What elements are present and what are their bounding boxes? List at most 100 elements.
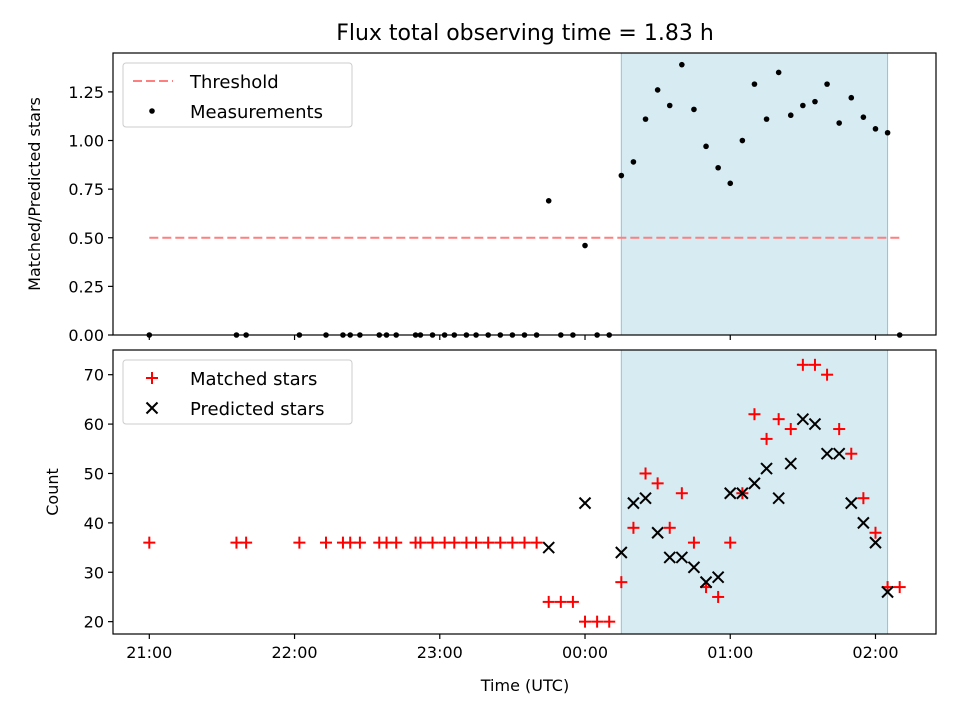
x-tick-label: 21:00	[126, 643, 172, 662]
matched-stars-point	[293, 536, 306, 549]
measurement-point	[775, 69, 782, 76]
predicted-stars-point	[711, 570, 725, 584]
matched-stars-point	[821, 368, 834, 381]
matched-stars-point	[663, 521, 676, 534]
matched-stars-point	[320, 536, 333, 549]
count-panel: 20 30 40 50 60 70 21:00 22:00 23:00 00:00 01:00 02:…	[84, 349, 937, 662]
x-tick-label: 02:00	[852, 643, 898, 662]
matched-stars-point	[414, 536, 427, 549]
measurement-point	[630, 159, 637, 165]
predicted-stars-point	[784, 457, 797, 470]
x-tick-label: 00:00	[562, 643, 608, 662]
measurement-point	[715, 164, 721, 171]
matched-stars-point	[857, 492, 870, 505]
measurement-point	[618, 172, 625, 179]
axes-frame	[112, 52, 937, 336]
predicted-stars-point	[578, 496, 592, 510]
measurement-point	[666, 102, 673, 109]
predicted-stars-point	[675, 551, 689, 564]
legend-label: Threshold	[189, 72, 279, 93]
predicted-stars-point	[687, 561, 701, 574]
y-tick-label: 1.25	[68, 83, 104, 102]
matched-stars-point	[796, 358, 809, 371]
matched-stars-point	[760, 432, 773, 445]
chart-title: Flux total observing time = 1.83 h	[336, 21, 714, 46]
predicted-stars-point	[820, 447, 834, 460]
matched-stars-point	[518, 536, 531, 549]
measurement-point	[848, 94, 855, 101]
measurement-point	[545, 198, 552, 204]
matched-stars-point	[579, 615, 592, 628]
legend-label: Matched stars	[190, 369, 317, 390]
predicted-stars-point	[760, 462, 773, 475]
matched-stars-point	[530, 536, 543, 549]
y-tick-label: 0.75	[68, 180, 104, 199]
matched-stars-point	[603, 615, 616, 628]
matched-stars-point	[506, 536, 519, 549]
measurement-point	[836, 120, 842, 126]
legend-label: Predicted stars	[190, 399, 324, 420]
predicted-stars-point	[651, 526, 664, 539]
measurement-point	[691, 106, 697, 113]
matched-stars-point	[712, 590, 725, 603]
matched-stars-point	[448, 536, 461, 549]
matched-stars-point	[772, 413, 785, 426]
matched-stars-point	[651, 477, 664, 490]
predicted-stars-point	[845, 496, 858, 510]
matched-stars-point	[353, 536, 366, 549]
predicted-stars-point	[832, 447, 846, 460]
measurement-point	[872, 126, 879, 132]
predicted-stars-point	[857, 516, 870, 530]
measurement-point	[679, 61, 685, 68]
y-tick-label: 70	[84, 366, 104, 385]
matched-stars-point	[627, 521, 640, 534]
matched-stars-point	[833, 423, 846, 436]
matched-stars-point	[845, 447, 858, 460]
predicted-stars-point	[627, 496, 640, 510]
matched-stars-point	[494, 536, 507, 549]
y-tick-label: 0.50	[68, 229, 104, 248]
legend: Threshold Measurements	[122, 62, 353, 128]
legend-label: Measurements	[190, 102, 323, 123]
x-tick-label: 22:00	[271, 643, 317, 662]
predicted-stars-point	[663, 551, 676, 564]
measurement-point	[884, 129, 891, 136]
matched-stars-point	[675, 487, 688, 500]
legend-box	[122, 359, 353, 425]
legend-swatch	[146, 372, 158, 384]
predicted-stars-point	[615, 546, 628, 559]
matched-stars-point	[542, 595, 555, 608]
matched-stars-point	[808, 358, 821, 371]
measurement-point	[739, 137, 746, 144]
y-tick-label: 1.00	[68, 132, 104, 151]
matched-stars-point	[426, 536, 439, 549]
x-tick-label: 01:00	[707, 643, 753, 662]
legend: Matched stars Predicted stars	[122, 359, 353, 425]
matched-stars-point	[482, 536, 495, 549]
measurement-point	[751, 81, 758, 87]
matched-stars-point	[554, 595, 567, 608]
predicted-stars-point	[808, 417, 822, 431]
predicted-stars-point	[772, 491, 785, 505]
legend-box	[122, 62, 353, 128]
matched-stars-point	[240, 536, 253, 549]
matched-stars-point	[390, 536, 403, 549]
predicted-stars-point	[724, 487, 737, 500]
matched-stars-point	[869, 526, 882, 539]
predicted-stars-point	[639, 491, 652, 505]
y-tick-label: 40	[84, 514, 104, 533]
measurement-point	[582, 242, 588, 249]
observing-span	[621, 350, 888, 634]
predicted-stars-point	[869, 536, 882, 549]
legend-swatch	[149, 108, 155, 114]
x-tick-label: 23:00	[417, 643, 463, 662]
predicted-stars-point	[699, 575, 713, 589]
y-tick-label: 0.00	[68, 326, 104, 345]
measurement-point	[642, 116, 649, 122]
predicted-stars-point	[748, 477, 761, 490]
ratio-panel: 0.00 0.25 0.50 0.75 1.00 1.25 Threshold Measure…	[68, 52, 937, 345]
measurement-point	[727, 180, 734, 187]
y-tick-label: 20	[84, 613, 104, 632]
matched-stars-point	[724, 536, 737, 549]
